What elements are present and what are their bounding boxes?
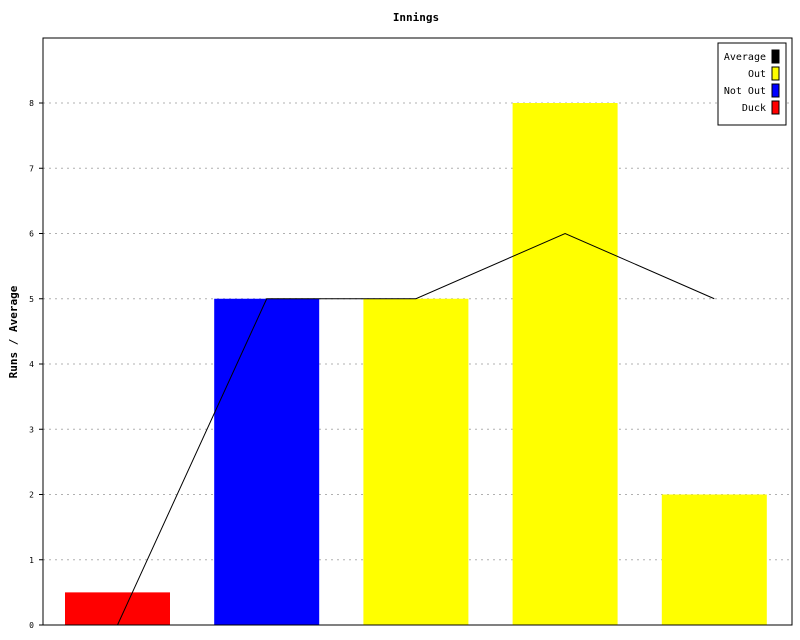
chart-title: Innings — [393, 11, 439, 24]
y-tick-label: 8 — [29, 99, 34, 108]
y-tick-label: 1 — [29, 556, 34, 565]
average-line — [117, 232, 715, 626]
y-ticks: 0 1 2 3 4 5 6 7 8 — [29, 99, 43, 630]
y-axis-label: Runs / Average — [7, 285, 20, 378]
legend-label: Duck — [742, 103, 766, 114]
bar-out — [363, 298, 469, 625]
y-tick-label: 5 — [29, 295, 34, 304]
bars — [65, 103, 767, 625]
bar-duck — [65, 592, 170, 625]
legend-swatch — [771, 49, 780, 64]
y-tick-label: 2 — [29, 491, 34, 500]
bar-out — [661, 494, 767, 625]
legend-label: Not Out — [724, 86, 766, 97]
y-tick-label: 3 — [29, 425, 34, 434]
y-tick-label: 4 — [29, 360, 34, 369]
legend-label: Out — [748, 69, 766, 80]
y-tick-label: 0 — [29, 621, 34, 630]
y-tick-label: 7 — [29, 164, 34, 173]
legend: Average Out Not Out Duck — [717, 42, 787, 126]
legend-swatch — [771, 66, 780, 81]
average-line-group — [117, 232, 715, 626]
bar-not-out — [214, 298, 320, 625]
plot-frame — [42, 37, 793, 626]
y-tick-label: 6 — [29, 230, 34, 239]
legend-label: Average — [724, 52, 766, 63]
bar-out — [512, 103, 618, 625]
axes — [42, 37, 793, 626]
legend-swatch — [771, 83, 780, 98]
legend-swatch — [771, 100, 780, 115]
